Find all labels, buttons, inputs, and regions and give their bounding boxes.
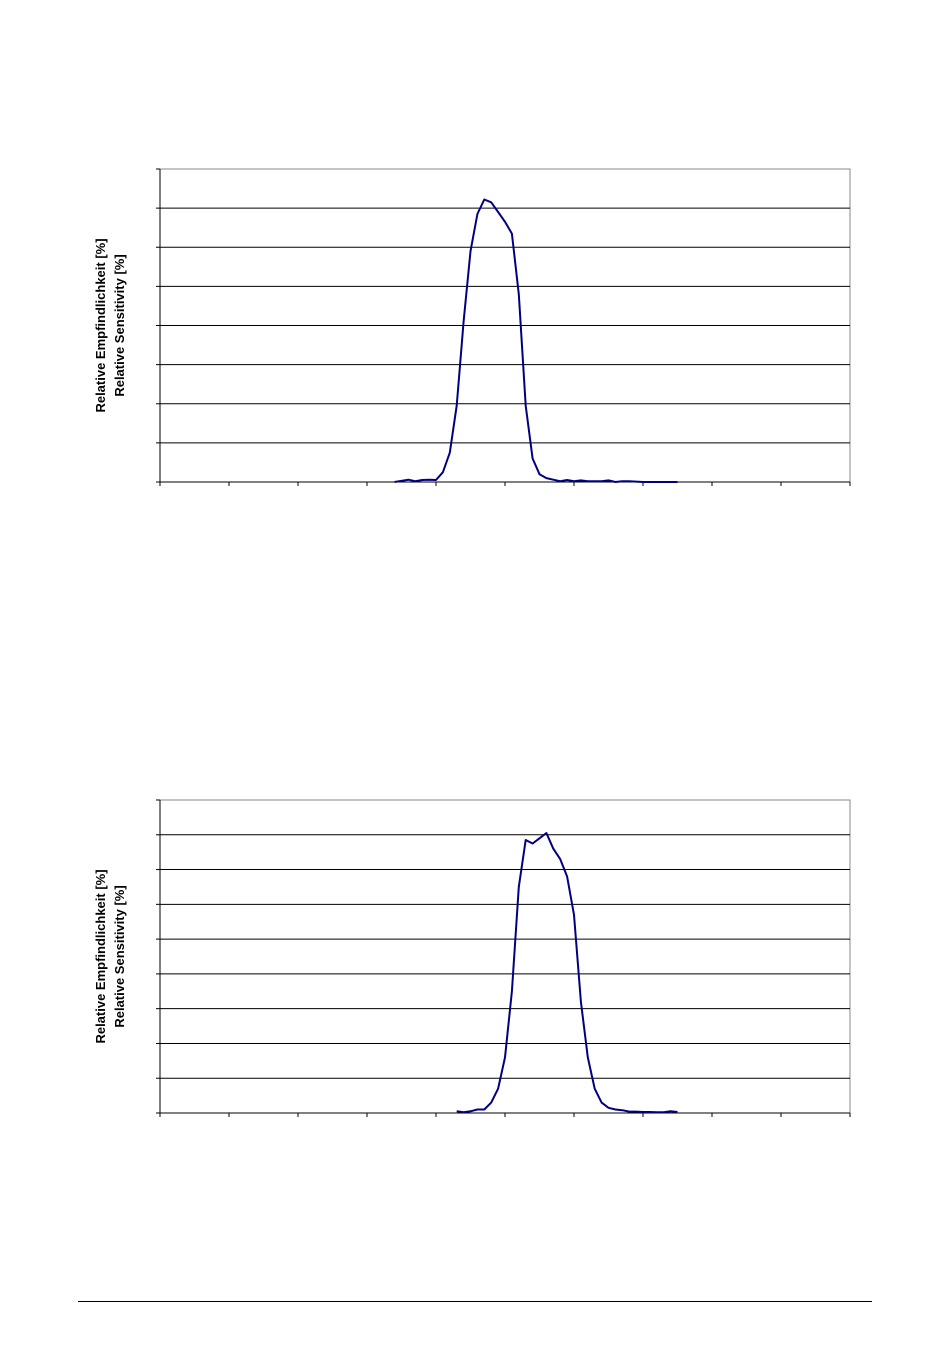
y-axis-label-en: Relative Sensitivity [%] xyxy=(112,885,127,1027)
chart-2: Relative Empfindlichkeit [%] Relative Sen… xyxy=(93,799,851,1117)
plot-frame xyxy=(159,799,851,1114)
y-axis-label-de: Relative Empfindlichkeit [%] xyxy=(93,869,108,1043)
y-axis-label-de: Relative Empfindlichkeit [%] xyxy=(93,238,108,412)
y-axis-label-en: Relative Sensitivity [%] xyxy=(112,254,127,396)
series-line xyxy=(394,198,678,483)
chart-1: Relative Empfindlichkeit [%] Relative Sen… xyxy=(93,168,851,486)
series-line xyxy=(456,832,678,1114)
footer-rule xyxy=(78,1301,872,1302)
